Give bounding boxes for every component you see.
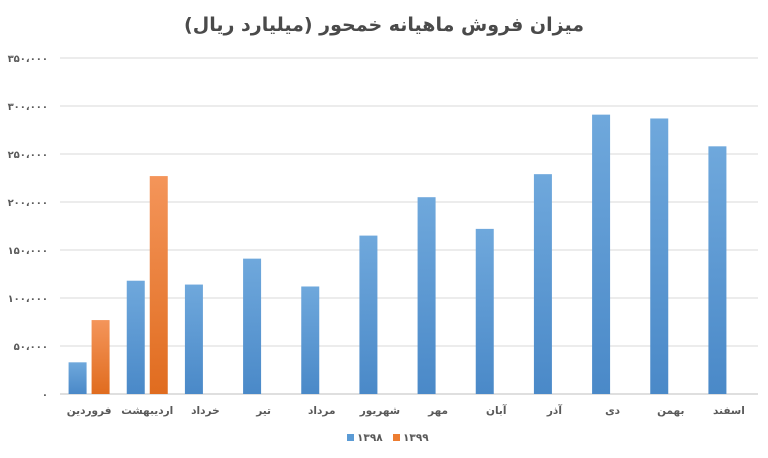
bar xyxy=(475,228,494,394)
x-tick-label: خرداد xyxy=(191,405,219,417)
bar xyxy=(592,114,611,394)
x-axis-ticks: فروردین اردیبهشت خرداد تیر مرداد شهریور مهر آبا… xyxy=(67,404,745,417)
bar xyxy=(708,146,727,394)
legend-label: ۱۳۹۹ xyxy=(403,432,429,444)
x-tick-label: فروردین xyxy=(67,405,112,417)
y-tick-label: ۳۵۰،۰۰۰ xyxy=(8,54,48,65)
y-axis-ticks: ۰ ۵۰،۰۰۰ ۱۰۰،۰۰۰ ۱۵۰،۰۰۰ ۲۰۰،۰۰۰ ۲۵۰،۰۰۰ ۳۰۰،۰… xyxy=(8,54,48,401)
bar xyxy=(301,286,320,394)
x-tick-label: مهر xyxy=(427,405,448,417)
x-tick-label: اردیبهشت xyxy=(121,405,173,417)
bars xyxy=(68,114,727,394)
bar xyxy=(184,284,203,394)
x-tick-label: تیر xyxy=(255,405,271,417)
x-tick-label: مرداد xyxy=(308,405,335,417)
legend-swatch xyxy=(347,434,354,441)
legend-swatch xyxy=(393,434,400,441)
bar xyxy=(417,197,436,394)
x-tick-label: شهریور xyxy=(359,405,400,417)
y-tick-label: ۲۵۰،۰۰۰ xyxy=(8,150,48,161)
bar xyxy=(243,258,262,394)
bar xyxy=(149,176,168,394)
chart-title: میزان فروش ماهیانه خمحور (میلیارد ریال) xyxy=(184,14,584,36)
x-tick-label: آبان xyxy=(486,404,507,417)
y-tick-label: ۳۰۰،۰۰۰ xyxy=(8,102,48,113)
bar xyxy=(91,320,110,394)
x-tick-label: اسفند xyxy=(713,405,745,417)
legend-label: ۱۳۹۸ xyxy=(357,432,383,444)
bar xyxy=(650,118,669,394)
x-tick-label: آذر xyxy=(546,404,562,417)
bar xyxy=(126,280,145,394)
legend: ۱۳۹۸ ۱۳۹۹ xyxy=(347,432,429,444)
gridlines xyxy=(60,57,758,395)
x-tick-label: دی xyxy=(605,405,621,417)
y-tick-label: ۰ xyxy=(42,390,48,401)
y-tick-label: ۱۵۰،۰۰۰ xyxy=(8,246,48,257)
y-tick-label: ۱۰۰،۰۰۰ xyxy=(8,294,48,305)
y-tick-label: ۵۰،۰۰۰ xyxy=(14,342,48,353)
bar xyxy=(533,174,552,394)
y-tick-label: ۲۰۰،۰۰۰ xyxy=(8,198,48,209)
x-tick-label: بهمن xyxy=(657,405,684,417)
bar xyxy=(68,362,87,394)
bar xyxy=(359,235,378,394)
